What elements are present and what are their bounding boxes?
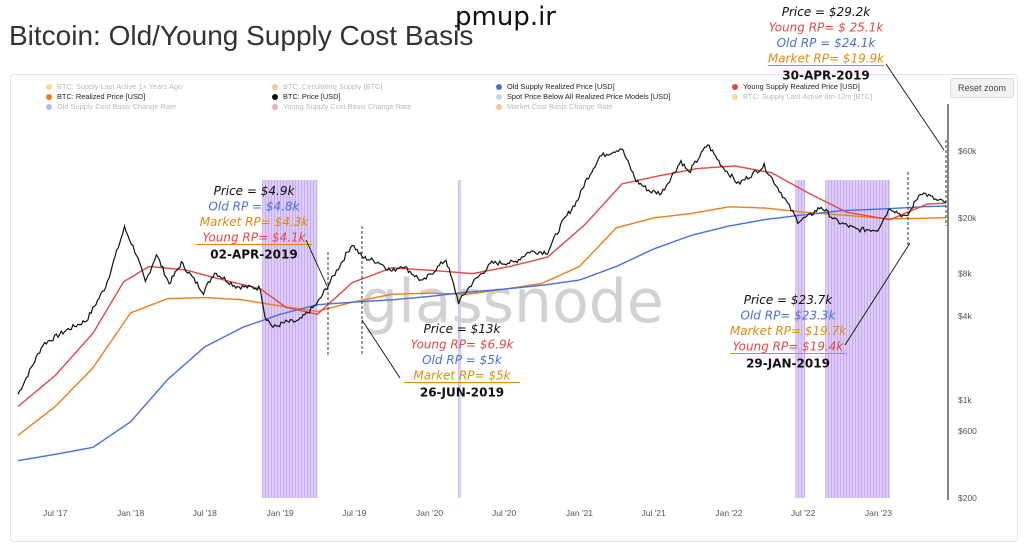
legend-color-dot	[272, 103, 278, 110]
annotation-value: Price = $13k	[423, 322, 501, 336]
site-watermark: pmup.ir	[455, 2, 556, 32]
x-tick-label: Jul '22	[791, 508, 816, 518]
page-title: Bitcoin: Old/Young Supply Cost Basis	[9, 20, 474, 51]
legend-label: BTC: Realized Price [USD]	[57, 92, 146, 101]
annotation-leader	[885, 63, 945, 151]
below-realized-shading	[825, 180, 890, 498]
annotation-value: Market RP= $5k	[413, 369, 511, 383]
legend-color-dot	[46, 93, 52, 100]
legend-label: BTC: Price [USD]	[283, 92, 341, 101]
legend-label: Market Cost Basis Change Rate	[507, 102, 613, 111]
reset-zoom-button[interactable]: Reset zoom	[950, 78, 1014, 98]
annotation-value: Price = $4.9k	[214, 184, 296, 198]
y-tick-label: $200	[958, 493, 977, 503]
x-tick-label: Jan '20	[416, 508, 443, 518]
annotation-value: Young RP= $4.1k	[202, 231, 306, 245]
y-tick-label: $4k	[958, 311, 972, 321]
annotation-value: Market RP= $19.9k	[768, 52, 885, 66]
annotation-value: Old RP= $23.3k	[741, 309, 837, 323]
series-line-young-rp	[17, 165, 947, 408]
legend-label: BTC: Supply Last Active 6m-12m [BTC]	[743, 92, 873, 101]
legend-color-dot	[732, 83, 738, 90]
legend-item[interactable]: BTC: Circulating Supply [BTC]	[272, 82, 382, 91]
legend-color-dot	[732, 93, 738, 100]
legend-item[interactable]: Market Cost Basis Change Rate	[496, 102, 613, 111]
annotation-value: Old RP = $4.8k	[208, 200, 300, 214]
annotation-date: 26-JUN-2019	[420, 386, 504, 400]
legend-label: Old Supply Realized Price [USD]	[507, 82, 615, 91]
series-line-old-rp	[17, 205, 947, 462]
annotation-value: Price = $29.2k	[782, 5, 872, 19]
below-realized-shading	[458, 180, 462, 498]
x-tick-label: Jul '20	[492, 508, 517, 518]
legend-label: Spot Price Below All Realized Price Mode…	[507, 92, 671, 101]
legend-color-dot	[496, 93, 502, 100]
legend-item[interactable]: BTC: Realized Price [USD]	[46, 92, 145, 101]
x-tick-label: Jul '19	[342, 508, 367, 518]
annotation-date: 02-APR-2019	[210, 248, 297, 262]
legend-item[interactable]: Young Supply Realized Price [USD]	[732, 82, 860, 91]
annotation-value: Market RP= $4.3k	[200, 215, 310, 229]
legend-color-dot	[46, 103, 52, 110]
legend-label: Young Supply Realized Price [USD]	[743, 82, 860, 91]
y-tick-label: $600	[958, 426, 977, 436]
annotation-value: Young RP= $ 25.1k	[769, 21, 885, 35]
annotation-value: Young RP= $19.4k	[733, 340, 845, 354]
legend-item[interactable]: Old Supply Realized Price [USD]	[496, 82, 615, 91]
legend-item[interactable]: Young Supply Cost Basis Change Rate	[272, 102, 411, 111]
legend-label: BTC: Supply Last Active 1+ Years Ago	[57, 82, 183, 91]
legend-color-dot	[496, 83, 502, 90]
annotation-value: Old RP = $24.1k	[777, 36, 877, 50]
x-tick-label: Jan '23	[865, 508, 892, 518]
annotation-leader	[361, 319, 401, 379]
legend-item[interactable]: BTC: Supply Last Active 1+ Years Ago	[46, 82, 182, 91]
x-tick-label: Jan '18	[117, 508, 144, 518]
legend-label: Young Supply Cost Basis Change Rate	[283, 102, 412, 111]
annotation-date: 30-APR-2019	[782, 69, 869, 83]
y-tick-label: $1k	[958, 395, 972, 405]
annotation-date: 29-JAN-2019	[746, 357, 830, 371]
y-tick-label: $60k	[958, 146, 977, 156]
x-tick-label: Jul '21	[641, 508, 666, 518]
below-realized-shading	[795, 180, 806, 498]
legend-label: BTC: Circulating Supply [BTC]	[283, 82, 383, 91]
annotation-value: Market RP= $19.7k	[730, 324, 847, 338]
annotation-value: Young RP= $6.9k	[410, 338, 514, 352]
glassnode-watermark: glassnode	[360, 267, 664, 337]
legend-item[interactable]: Old Supply Cost Basis Change Rate	[46, 102, 176, 111]
x-tick-label: Jan '19	[267, 508, 294, 518]
series-line-price	[17, 144, 947, 395]
legend-label: Old Supply Cost Basis Change Rate	[57, 102, 177, 111]
legend-item[interactable]: BTC: Supply Last Active 6m-12m [BTC]	[732, 92, 872, 101]
x-tick-label: Jul '18	[193, 508, 218, 518]
annotation-value: Price = $23.7k	[744, 293, 834, 307]
legend-color-dot	[272, 93, 278, 100]
annotation-leader	[305, 239, 328, 287]
y-tick-label: $20k	[958, 213, 977, 223]
x-tick-label: Jan '21	[566, 508, 593, 518]
x-tick-label: Jan '22	[715, 508, 742, 518]
y-tick-label: $8k	[958, 269, 972, 279]
legend-color-dot	[496, 103, 502, 110]
x-tick-label: Jul '17	[43, 508, 68, 518]
annotation-leader	[844, 242, 911, 346]
legend-color-dot	[46, 83, 52, 90]
legend-item[interactable]: BTC: Price [USD]	[272, 92, 341, 101]
legend-item[interactable]: Spot Price Below All Realized Price Mode…	[496, 92, 670, 101]
annotation-value: Old RP = $5k	[422, 353, 503, 367]
legend-color-dot	[272, 83, 278, 90]
